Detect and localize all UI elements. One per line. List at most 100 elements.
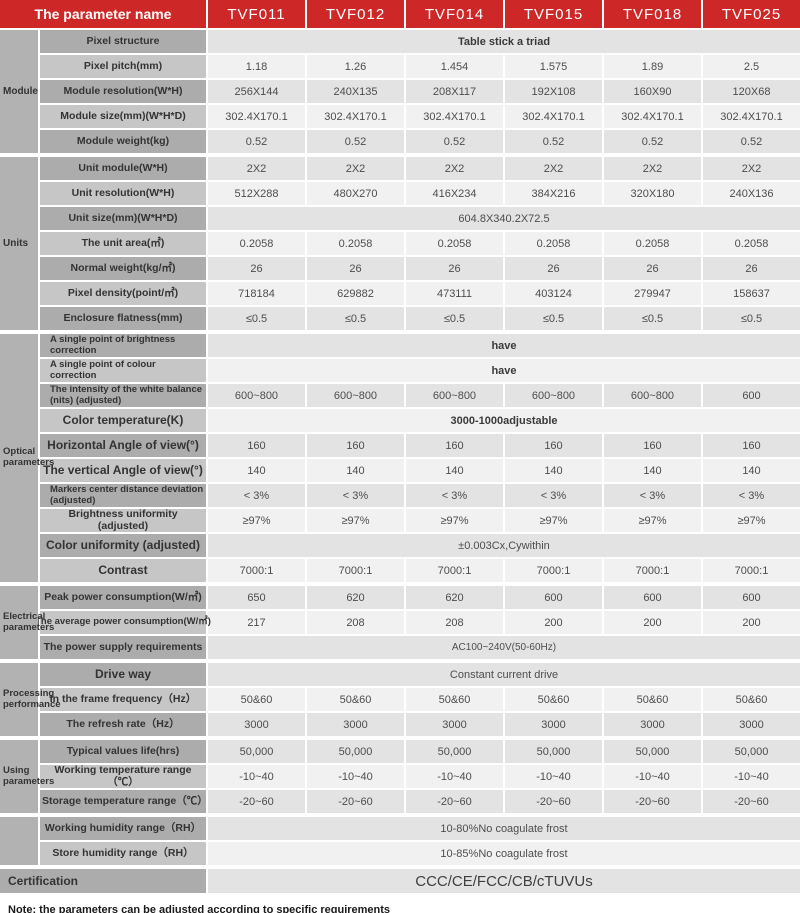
param-value: -10~40 — [406, 765, 503, 788]
param-value: 50,000 — [406, 740, 503, 763]
param-label: The unit area(㎡) — [40, 232, 206, 255]
group-cell: Electrical parameters — [0, 586, 54, 659]
param-value: 403124 — [505, 282, 602, 305]
param-span-value: Constant current drive — [208, 663, 800, 686]
param-value: 0.52 — [208, 130, 305, 153]
group-cell: Module — [0, 30, 38, 153]
param-value: ≥97% — [604, 509, 701, 532]
param-label: Horizontal Angle of view(°) — [40, 434, 206, 457]
param-value: < 3% — [406, 484, 503, 507]
param-value: 200 — [604, 611, 701, 634]
param-value: 0.2058 — [208, 232, 305, 255]
param-value: 302.4X170.1 — [505, 105, 602, 128]
param-value: 1.575 — [505, 55, 602, 78]
param-value: 512X288 — [208, 182, 305, 205]
param-value: 50&60 — [703, 688, 800, 711]
param-value: ≥97% — [208, 509, 305, 532]
param-value: ≤0.5 — [505, 307, 602, 330]
param-value: -20~60 — [703, 790, 800, 813]
param-value: 302.4X170.1 — [307, 105, 404, 128]
param-value: 620 — [406, 586, 503, 609]
param-value: -10~40 — [307, 765, 404, 788]
param-value: 256X144 — [208, 80, 305, 103]
param-value: 160 — [406, 434, 503, 457]
param-value: 2X2 — [703, 157, 800, 180]
param-value: 50,000 — [208, 740, 305, 763]
param-value: 629882 — [307, 282, 404, 305]
param-label: The vertical Angle of view(°) — [40, 459, 206, 482]
param-label: Unit resolution(W*H) — [40, 182, 206, 205]
param-value: 2X2 — [406, 157, 503, 180]
param-value: 600~800 — [307, 384, 404, 407]
spec-section: Optical parameters A single point of brig… — [0, 334, 800, 582]
param-value: 26 — [406, 257, 503, 280]
param-value: 140 — [604, 459, 701, 482]
param-value: -20~60 — [208, 790, 305, 813]
model-column-header: TVF025 — [703, 0, 800, 28]
param-label: A single point of brightness correction — [40, 334, 206, 357]
param-value: 600~800 — [505, 384, 602, 407]
param-value: 7000:1 — [703, 559, 800, 582]
param-label: Pixel structure — [40, 30, 206, 53]
param-value: 7000:1 — [604, 559, 701, 582]
spec-section: Working humidity range（RH） 10-80%No coagu… — [0, 817, 800, 865]
param-value: < 3% — [703, 484, 800, 507]
spec-section: Using parameters Typical values life(hrs)… — [0, 740, 800, 813]
param-value: 0.2058 — [703, 232, 800, 255]
param-label: In the frame frequency（Hz） — [40, 688, 206, 711]
param-value: 50,000 — [703, 740, 800, 763]
param-label: Enclosure flatness(mm) — [40, 307, 206, 330]
param-value: 2.5 — [703, 55, 800, 78]
param-label: The refresh rate（Hz） — [40, 713, 206, 736]
param-value: 192X108 — [505, 80, 602, 103]
param-value: 320X180 — [604, 182, 701, 205]
param-value: 473111 — [406, 282, 503, 305]
param-value: 50,000 — [604, 740, 701, 763]
spec-table-body: Module Pixel structure Table stick a triad… — [0, 30, 800, 865]
param-value: 0.2058 — [604, 232, 701, 255]
param-span-value: 10-85%No coagulate frost — [208, 842, 800, 865]
param-label: Module size(mm)(W*H*D) — [40, 105, 206, 128]
param-value: 2X2 — [505, 157, 602, 180]
group-cell: Optical parameters — [0, 334, 54, 582]
param-value: 0.2058 — [307, 232, 404, 255]
param-value: < 3% — [307, 484, 404, 507]
model-column-header: TVF012 — [307, 0, 404, 28]
model-column-header: TVF018 — [604, 0, 701, 28]
param-span-value: 604.8X340.2X72.5 — [208, 207, 800, 230]
param-value: 600 — [703, 586, 800, 609]
param-value: 2X2 — [307, 157, 404, 180]
param-value: 26 — [703, 257, 800, 280]
param-label: Contrast — [40, 559, 206, 582]
param-label: A single point of colour correction — [40, 359, 206, 382]
param-value: -20~60 — [406, 790, 503, 813]
param-value: < 3% — [604, 484, 701, 507]
param-value: 7000:1 — [307, 559, 404, 582]
param-value: 160 — [208, 434, 305, 457]
param-label: Color temperature(K) — [40, 409, 206, 432]
param-label: Working humidity range（RH） — [40, 817, 206, 840]
group-cell — [0, 817, 38, 865]
param-value: 1.18 — [208, 55, 305, 78]
parameter-name-header: The parameter name — [0, 0, 206, 28]
param-value: 26 — [505, 257, 602, 280]
param-value: 416X234 — [406, 182, 503, 205]
group-cell: Using parameters — [0, 740, 54, 813]
certification-row: Certification CCC/CE/FCC/CB/cTUVUs — [0, 869, 800, 893]
param-value: 3000 — [307, 713, 404, 736]
param-label: The intensity of the white balance (nits… — [40, 384, 206, 407]
param-label: Unit module(W*H) — [40, 157, 206, 180]
param-value: 3000 — [406, 713, 503, 736]
param-value: 240X136 — [703, 182, 800, 205]
param-value: ≤0.5 — [703, 307, 800, 330]
param-value: < 3% — [505, 484, 602, 507]
param-value: 0.52 — [604, 130, 701, 153]
param-value: 200 — [505, 611, 602, 634]
param-span-value: have — [208, 334, 800, 357]
param-value: ≥97% — [703, 509, 800, 532]
param-label: The power supply requirements — [40, 636, 206, 659]
param-label: Color uniformity (adjusted) — [40, 534, 206, 557]
certification-label: Certification — [0, 869, 206, 893]
param-value: 1.454 — [406, 55, 503, 78]
param-span-value: have — [208, 359, 800, 382]
